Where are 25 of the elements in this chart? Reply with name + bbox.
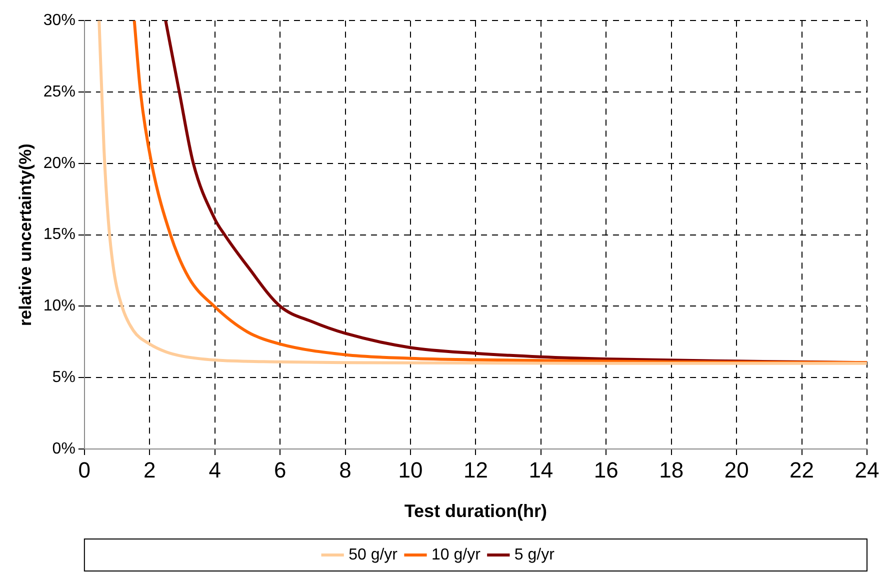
y-tick-label: 20% (43, 154, 76, 172)
x-tick-label: 12 (463, 457, 488, 482)
x-tick-label: 18 (659, 457, 684, 482)
x-tick-label: 8 (339, 457, 352, 482)
y-tick-label: 15% (43, 226, 76, 244)
x-tick-label: 6 (274, 457, 286, 482)
legend-label: 50 g/yr (348, 546, 398, 564)
y-tick-label: 30% (43, 12, 76, 30)
y-axis-title: relative uncertainty(%) (16, 144, 35, 326)
x-axis-title: Test duration(hr) (404, 501, 548, 522)
legend-label: 10 g/yr (431, 546, 482, 564)
x-tick-label: 4 (208, 457, 221, 482)
x-tick-label: 10 (398, 457, 423, 482)
x-tick-label: 20 (724, 457, 749, 482)
y-tick-label: 5% (52, 369, 76, 386)
y-tick-label: 25% (43, 83, 76, 100)
x-tick-label: 24 (854, 457, 880, 482)
x-tick-label: 0 (78, 457, 91, 482)
y-tick-label: 0% (52, 440, 76, 458)
x-tick-label: 16 (594, 457, 618, 482)
x-tick-label: 22 (790, 457, 814, 482)
x-tick-label: 2 (144, 457, 156, 482)
legend-label: 5 g/yr (514, 546, 556, 564)
y-tick-label: 10% (43, 298, 76, 315)
x-tick-label: 14 (528, 457, 554, 482)
